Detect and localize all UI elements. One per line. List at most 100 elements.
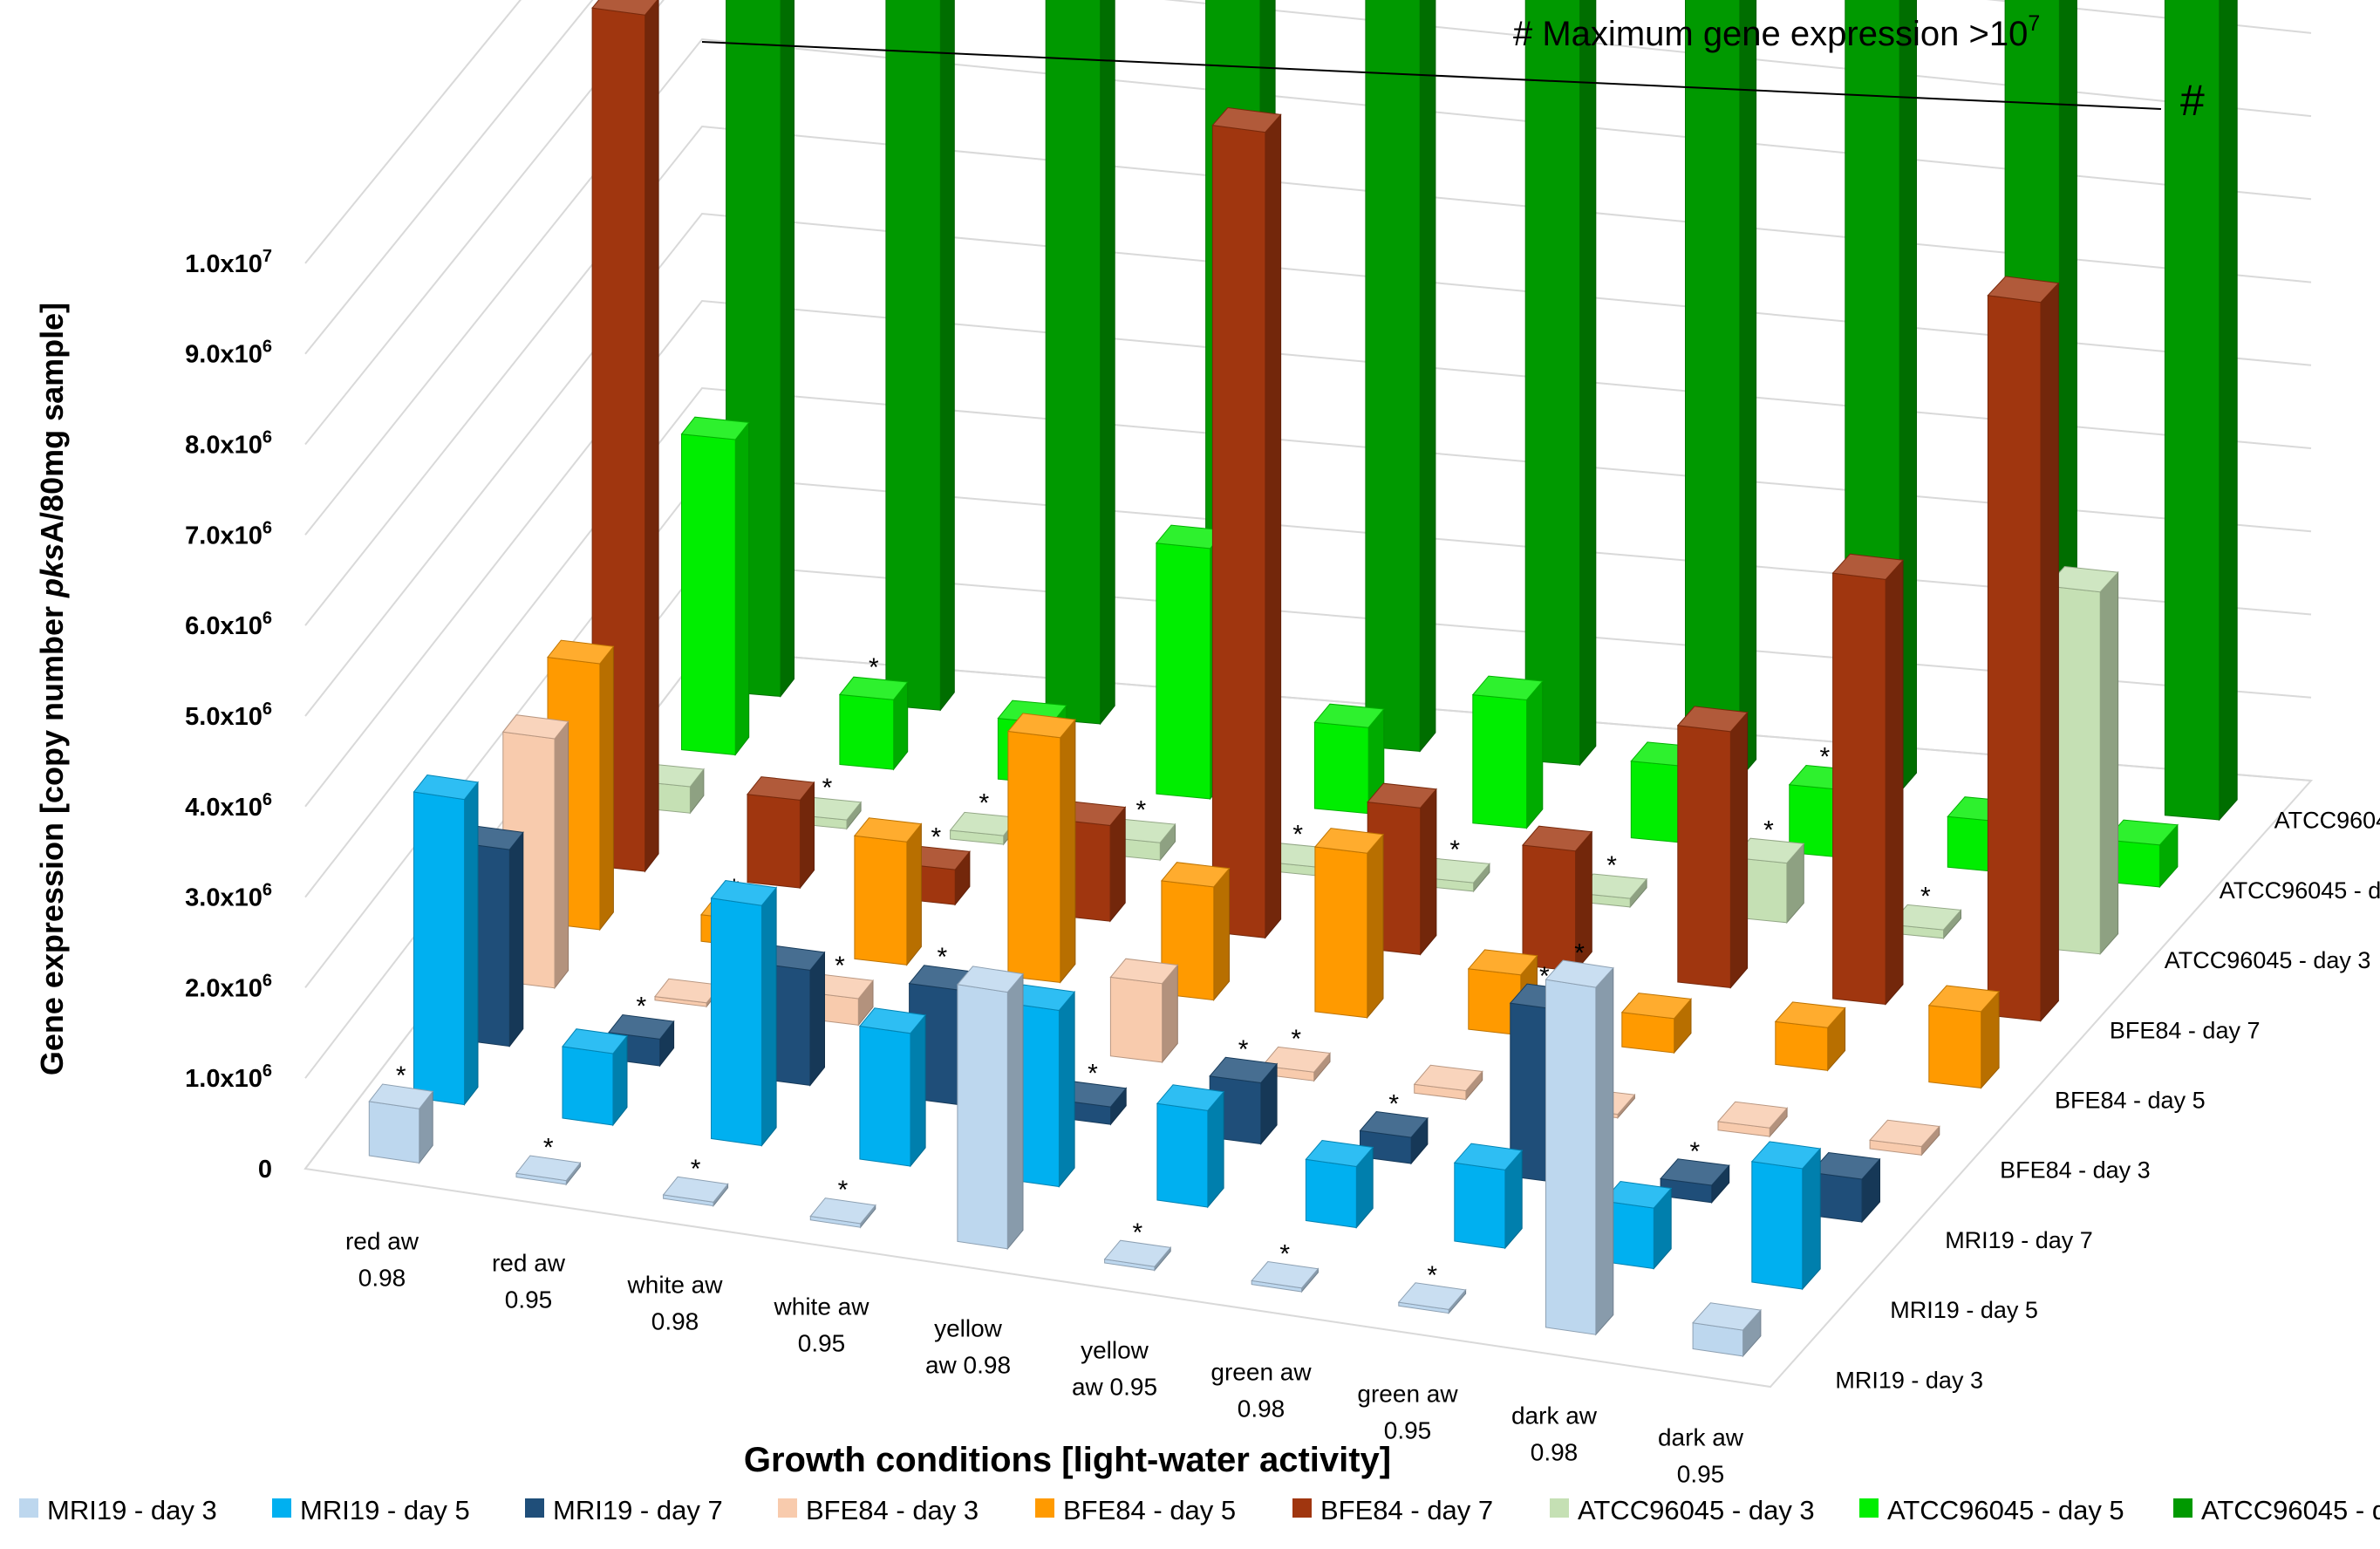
bar-front [1045,0,1101,725]
bar-top [1831,553,1905,580]
bar-side [760,886,777,1147]
bar [1717,1101,1789,1138]
y-tick-labels: 0 1.0x106 2.0x106 3.0x106 4.0x106 5.0x106 6.0x… [185,247,272,1184]
bar-side [1265,113,1282,939]
significance-star: * [1819,743,1830,772]
bar [1522,825,1593,972]
significance-star: * [1388,1089,1399,1118]
bar-front [1314,846,1368,1019]
bar [1109,958,1179,1064]
bar-front [1109,976,1163,1063]
bar-front [839,693,895,770]
gridline [304,299,2312,808]
series-depth-label: ATCC96045 - day 5 [2220,877,2380,904]
bar-front [1832,572,1886,1006]
significance-star: * [1132,1218,1142,1247]
bar-side [910,1013,926,1168]
bar [1692,1302,1762,1358]
bar-front [1522,844,1576,972]
gridline [304,38,2312,536]
significance-star: * [1689,1137,1700,1166]
bar-top [1109,958,1179,985]
bar-side [1579,0,1597,767]
legend-swatch [1035,1498,1054,1518]
series-depth-label: BFE84 - day 3 [2000,1157,2151,1184]
bar-side [1207,1090,1224,1209]
significance-star: * [1574,939,1585,968]
bar [1620,993,1692,1054]
bar-top [1869,1119,1940,1148]
significance-star: * [691,1155,701,1184]
bar-side [1420,788,1437,956]
bar-side [939,0,955,712]
y-tick-label: 1.0x106 [185,1061,272,1093]
bar [1211,106,1282,939]
bar [2104,819,2179,889]
bar-front [1545,979,1597,1335]
y-tick-label: 7.0x106 [185,518,272,549]
bar-side [2219,0,2238,822]
bar: * [368,1061,434,1164]
legend-item: ATCC96045 - day 7 [2173,1495,2380,1525]
bar [1869,1119,1940,1157]
bar-top [838,676,909,700]
bar-top [1676,706,1749,733]
bar-front [1472,694,1527,829]
bar [1927,985,2001,1089]
bar-top [1006,713,1076,739]
bar [680,416,750,756]
bar-front [859,1025,911,1167]
bar-front [1630,761,1686,843]
significance-star: * [1606,851,1617,880]
series-depth-label: MRI19 - day 3 [1835,1367,1983,1393]
bar: * [1419,836,1490,893]
significance-star: * [1279,1240,1290,1269]
significance-star: * [1763,815,1774,844]
gridline [304,212,2312,717]
bar-side [1060,718,1076,984]
bar-side [799,781,815,890]
bar-front [1305,1158,1357,1229]
legend-label: MRI19 - day 3 [47,1495,217,1525]
bar-front [1156,542,1211,800]
bar-side [1595,966,1614,1336]
significance-star: * [979,789,990,818]
bar-front [747,794,801,889]
y-tick-label: 4.0x106 [185,790,272,822]
bar: * [1397,1261,1467,1314]
bar-front [1677,725,1731,989]
y-tick-label: 8.0x106 [185,428,272,460]
bar-top [747,776,815,801]
bar [710,879,778,1147]
bar [956,966,1024,1251]
bar-top [1467,949,1538,976]
legend-item: MRI19 - day 5 [272,1495,470,1525]
bar-top [1160,862,1231,888]
y-tick-label: 5.0x106 [185,699,272,731]
bar: * [1660,1137,1730,1204]
bar [1313,828,1384,1020]
bar-side [1213,867,1230,1001]
bar [885,0,955,712]
legend-label: MRI19 - day 5 [300,1495,470,1525]
bar-front [1156,1102,1209,1208]
legend-swatch [778,1498,797,1518]
bar-top [1103,1239,1172,1267]
bar: * [1251,1240,1320,1293]
bar [1365,0,1436,753]
bar-top [1471,675,1544,701]
bar-top [1774,1001,1846,1028]
bar-side [1526,679,1544,829]
bar-top [1209,1056,1279,1084]
bar: * [1545,939,1614,1336]
significance-star: * [1291,1025,1301,1054]
legend-label: ATCC96045 - day 5 [1887,1495,2124,1525]
significance-star: * [396,1061,406,1090]
bar-front [1621,1012,1675,1054]
significance-star: * [838,1176,849,1204]
bar-side [2099,570,2119,956]
legend-item: MRI19 - day 7 [525,1495,723,1525]
legend: MRI19 - day 3 MRI19 - day 5 MRI19 - day 7 B… [19,1495,2380,1525]
category-label: yellow aw 0.98 [925,1315,1011,1379]
max-expression-hash: # [2180,76,2205,125]
